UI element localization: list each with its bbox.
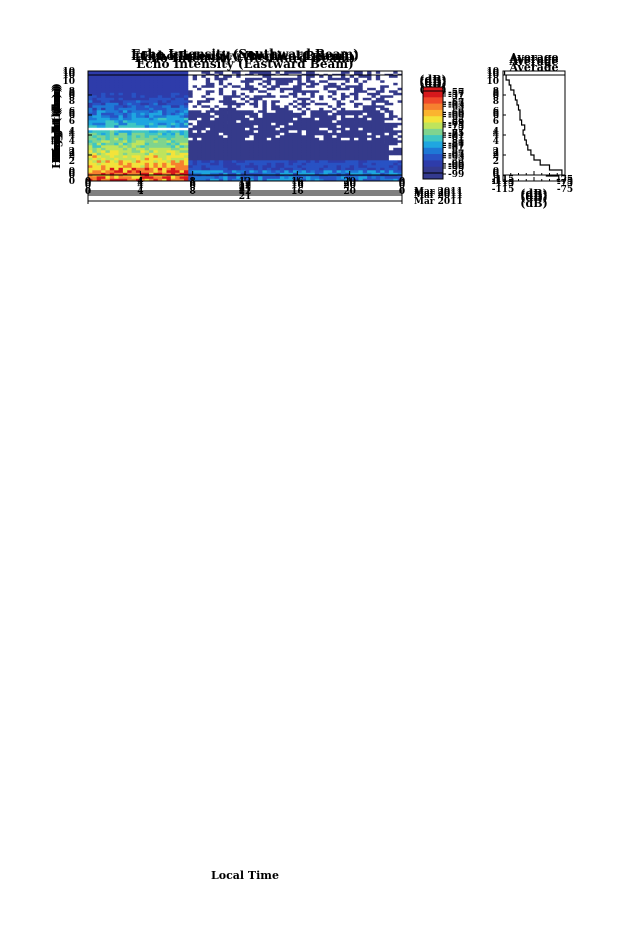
y-tick-label: 4 <box>69 129 75 139</box>
average-y-tick-label: 0 <box>493 169 499 179</box>
average-x-tick-label: -75 <box>557 177 573 187</box>
average-title: Average <box>508 53 558 66</box>
average-y-tick-label: 10 <box>486 69 499 79</box>
y-tick-label: 0 <box>69 169 75 179</box>
colorbar-tick-label: -63 <box>448 100 464 110</box>
x-tick-label: 0 <box>399 179 405 189</box>
average-x-label: (dB) <box>520 189 547 202</box>
y-tick-label: 2 <box>69 149 75 159</box>
average-y-tick-label: 6 <box>493 109 499 119</box>
average-x-tick-label: -115 <box>492 177 515 187</box>
y-tick-label: 6 <box>69 109 75 119</box>
colorbar-unit: (dB) <box>419 75 446 88</box>
colorbar-tick-label: -57 <box>448 90 464 100</box>
colorbar-tick-label: -93 <box>448 152 464 162</box>
average-y-tick-label: 8 <box>493 89 499 99</box>
average-y-tick-label: 2 <box>493 149 499 159</box>
y-tick-label: 8 <box>69 89 75 99</box>
colorbar-tick-label: -69 <box>448 111 464 121</box>
colorbar-tick-label: -81 <box>448 131 464 141</box>
average-y-tick-label: 4 <box>493 129 499 139</box>
panel-title: Echo Intensity (Vertical Beam) <box>141 49 348 63</box>
date-label: Mar 2011 <box>414 189 463 199</box>
day-label: 21 <box>239 184 252 194</box>
x-tick-label: 0 <box>85 179 91 189</box>
x-tick-label: 12 <box>239 179 252 189</box>
x-tick-label: 8 <box>190 179 196 189</box>
x-tick-label: 4 <box>137 179 143 189</box>
colorbar-tick-label: -87 <box>448 141 464 151</box>
colorbar-tick-label: -75 <box>448 121 464 131</box>
x-tick-label: 20 <box>343 179 356 189</box>
x-tick-label: 16 <box>291 179 304 189</box>
panel-title: Echo Intensity (Northward Beam) <box>131 49 359 63</box>
colorbar-tick-label: -99 <box>448 162 464 172</box>
y-axis-label: Height (km) <box>50 85 63 161</box>
y-tick-label: 10 <box>62 69 75 79</box>
